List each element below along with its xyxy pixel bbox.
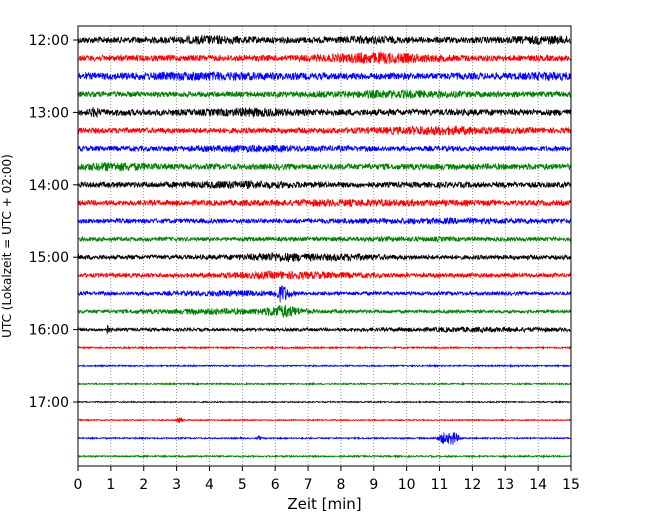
trace-line [77, 144, 572, 154]
trace-line [77, 198, 572, 208]
x-tick-label: 12 [463, 477, 481, 493]
y-tick-label: 13:00 [29, 105, 69, 121]
x-tick-label: 13 [496, 477, 514, 493]
x-tick-label: 5 [238, 477, 247, 493]
y-tick-label: 14:00 [29, 178, 69, 194]
trace-line [77, 50, 572, 64]
trace-line [77, 400, 572, 404]
x-tick-label: 7 [304, 477, 313, 493]
y-axis-label: UTC (Lokalzeit = UTC + 02:00) [0, 154, 14, 338]
trace-line [77, 453, 572, 459]
y-tick-label: 17:00 [29, 395, 69, 411]
grid-lines [110, 26, 539, 466]
trace-line [77, 252, 572, 263]
plot-frame [77, 25, 572, 467]
x-tick-label: 15 [562, 477, 580, 493]
x-tick-label: 1 [106, 477, 115, 493]
x-ticks: 0 1 2 3 4 5 6 7 8 9 10 11 12 13 14 15 [74, 466, 580, 493]
x-tick-label: 6 [271, 477, 280, 493]
trace-line [77, 71, 572, 82]
trace-line [77, 417, 572, 423]
y-tick-label: 15:00 [29, 250, 69, 266]
x-axis-label: Zeit [min] [287, 495, 361, 513]
trace-line [77, 34, 572, 46]
trace-line [77, 363, 572, 368]
trace-line [77, 381, 572, 387]
y-tick-label: 12:00 [29, 33, 69, 49]
trace-line [77, 216, 572, 226]
trace-line [77, 89, 572, 99]
trace-line [77, 324, 572, 335]
x-tick-label: 3 [172, 477, 181, 493]
trace-line [77, 106, 572, 119]
x-tick-label: 9 [369, 477, 378, 493]
x-tick-label: 2 [139, 477, 148, 493]
x-tick-label: 8 [336, 477, 345, 493]
trace-line [77, 285, 572, 303]
x-tick-label: 10 [398, 477, 416, 493]
trace-line [77, 125, 572, 136]
trace-line [77, 179, 572, 190]
x-tick-label: 14 [529, 477, 547, 493]
trace-line [77, 235, 572, 243]
trace-line [77, 161, 572, 172]
y-ticks: 12:00 13:00 14:00 15:00 16:00 17:00 [29, 33, 78, 411]
x-tick-label: 0 [74, 477, 83, 493]
x-tick-label: 11 [431, 477, 449, 493]
trace-line [77, 345, 572, 351]
trace-line [77, 304, 572, 318]
y-tick-label: 16:00 [29, 323, 69, 339]
trace-group [77, 34, 572, 459]
trace-line [77, 432, 572, 445]
x-tick-label: 4 [205, 477, 214, 493]
trace-line [77, 269, 572, 281]
